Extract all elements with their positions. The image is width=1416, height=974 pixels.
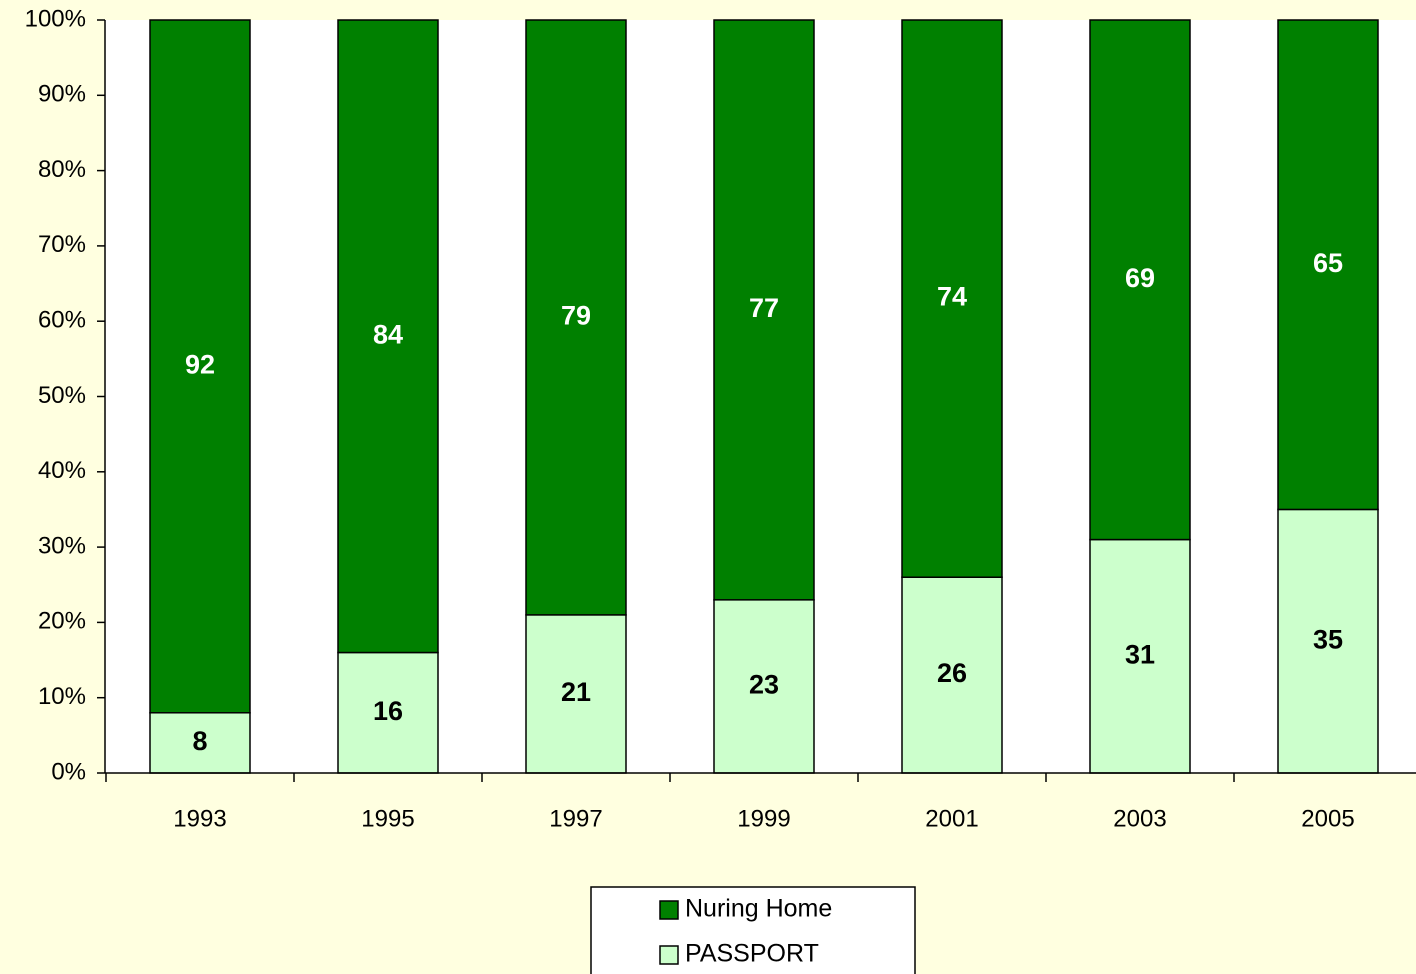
- bar-segment: [901, 19, 1003, 578]
- y-tick-label: 70%: [38, 231, 86, 258]
- bar-segment: [149, 712, 251, 774]
- legend-label: PASSPORT: [685, 940, 819, 968]
- bar-segment: [337, 651, 439, 774]
- bar-segment: [1277, 19, 1379, 511]
- y-tick-label: 30%: [38, 532, 86, 559]
- y-tick-label: 0%: [51, 758, 86, 785]
- y-tick-label: 90%: [38, 81, 86, 108]
- x-tick-label: 1995: [361, 805, 414, 832]
- data-label: 77: [749, 293, 779, 323]
- bar-segment: [1089, 19, 1191, 541]
- data-label: 65: [1313, 248, 1343, 278]
- x-tick-label: 2005: [1301, 805, 1354, 832]
- legend-swatch: [659, 945, 679, 965]
- bar-segment: [337, 19, 439, 654]
- y-tick-label: 40%: [38, 457, 86, 484]
- data-label: 16: [373, 696, 403, 726]
- legend-swatch: [659, 900, 679, 920]
- data-label: 31: [1125, 639, 1155, 669]
- data-label: 21: [561, 677, 591, 707]
- bar-segment: [149, 19, 251, 714]
- data-label: 35: [1313, 624, 1343, 654]
- bar-segment: [901, 576, 1003, 774]
- y-tick-label: 10%: [38, 683, 86, 710]
- bar-segment: [525, 19, 627, 616]
- x-tick-label: 1999: [737, 805, 790, 832]
- x-tick-label: 1993: [173, 805, 226, 832]
- data-label: 26: [937, 658, 967, 688]
- legend-box: [590, 886, 916, 974]
- y-tick-label: 100%: [25, 5, 86, 32]
- bar-segment: [1277, 508, 1379, 774]
- y-tick-label: 80%: [38, 156, 86, 183]
- y-tick-label: 60%: [38, 307, 86, 334]
- data-label: 79: [561, 301, 591, 331]
- data-label: 8: [192, 726, 207, 756]
- data-label: 74: [937, 282, 967, 312]
- bar-segment: [525, 614, 627, 774]
- data-label: 84: [373, 319, 403, 349]
- bar-segment: [1089, 538, 1191, 774]
- data-label: 23: [749, 670, 779, 700]
- y-tick-label: 20%: [38, 608, 86, 635]
- data-label: 69: [1125, 263, 1155, 293]
- data-label: 92: [185, 350, 215, 380]
- x-tick-label: 2003: [1113, 805, 1166, 832]
- bar-segment: [713, 19, 815, 601]
- legend-label: Nuring Home: [685, 895, 832, 923]
- x-tick-label: 1997: [549, 805, 602, 832]
- y-tick-label: 50%: [38, 382, 86, 409]
- x-tick-label: 2001: [925, 805, 978, 832]
